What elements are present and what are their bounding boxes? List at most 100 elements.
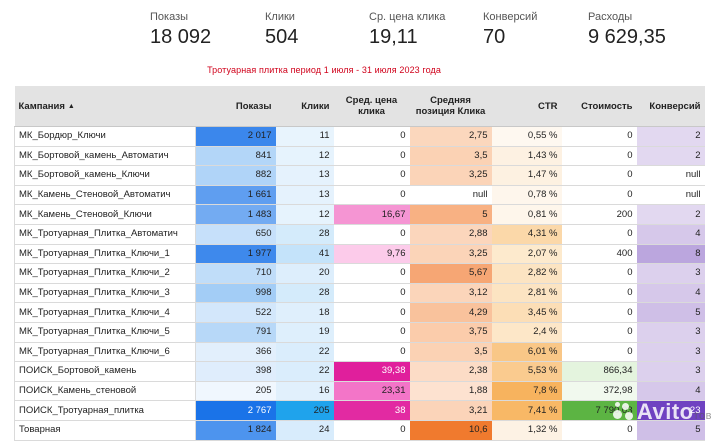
table-row[interactable]: МК_Тротуарная_Плитка_Ключи_3 998 28 0 3,12 2,… bbox=[14, 283, 705, 304]
cell-conversions: 2 bbox=[636, 204, 705, 225]
cell-clicks: 28 bbox=[275, 283, 334, 304]
header-campaign[interactable]: Кампания ▲ bbox=[14, 86, 196, 127]
header-shows[interactable]: Показы bbox=[195, 86, 276, 127]
cell-avg-position: 2,88 bbox=[409, 224, 492, 245]
cell-clicks: 28 bbox=[275, 224, 334, 245]
cell-campaign: МК_Бордюр_Ключи bbox=[14, 126, 196, 147]
cell-campaign: Товарная bbox=[14, 420, 196, 441]
header-conversions[interactable]: Конверсий bbox=[636, 86, 705, 127]
cell-shows: 791 bbox=[195, 322, 276, 343]
cell-campaign: МК_Тротуарная_Плитка_Автоматич bbox=[14, 224, 196, 245]
cell-campaign: МК_Тротуарная_Плитка_Ключи_6 bbox=[14, 342, 196, 363]
table-row[interactable]: МК_Бортовой_камень_Автоматич 841 12 0 3,5 1,4… bbox=[14, 146, 705, 167]
table-row[interactable]: МК_Тротуарная_Плитка_Ключи_4 522 18 0 4,29 3,… bbox=[14, 302, 705, 323]
table-row[interactable]: ПОИСК_Бортовой_камень 398 22 39,38 2,38 5,53 … bbox=[14, 361, 705, 382]
cell-conversions: 8 bbox=[636, 244, 705, 265]
cell-avg-position: 2,38 bbox=[409, 361, 492, 382]
cell-ctr: 5,53 % bbox=[491, 361, 562, 382]
cell-avg-position: null bbox=[409, 185, 492, 206]
cell-avg-price: 0 bbox=[333, 322, 410, 343]
table-row[interactable]: МК_Камень_Стеновой_Автоматич 1 661 13 0 null… bbox=[14, 185, 705, 206]
cell-campaign: ПОИСК_Тротуарная_плитка bbox=[14, 400, 196, 421]
cell-ctr: 7,8 % bbox=[491, 381, 562, 402]
table-row[interactable]: МК_Тротуарная_Плитка_Ключи_6 366 22 0 3,5 6,0… bbox=[14, 342, 705, 363]
cell-clicks: 13 bbox=[275, 165, 334, 186]
cell-conversions: 3 bbox=[636, 263, 705, 284]
kpi-avg-price-value: 19,11 bbox=[369, 26, 418, 48]
table-row[interactable]: МК_Бортовой_камень_Ключи 882 13 0 3,25 1,47 %… bbox=[14, 165, 705, 186]
cell-shows: 1 483 bbox=[195, 204, 276, 225]
cell-clicks: 12 bbox=[275, 146, 334, 167]
cell-ctr: 1,47 % bbox=[491, 165, 562, 186]
cell-cost: 866,34 bbox=[561, 361, 637, 382]
cell-ctr: 0,81 % bbox=[491, 204, 562, 225]
cell-ctr: 2,82 % bbox=[491, 263, 562, 284]
cell-campaign: МК_Тротуарная_Плитка_Ключи_1 bbox=[14, 244, 196, 265]
cell-ctr: 2,07 % bbox=[491, 244, 562, 265]
cell-clicks: 13 bbox=[275, 185, 334, 206]
table-row[interactable]: МК_Тротуарная_Плитка_Ключи_2 710 20 0 5,67 2,… bbox=[14, 263, 705, 284]
header-avg-price[interactable]: Сред. цена клика bbox=[333, 86, 410, 127]
cell-campaign: МК_Тротуарная_Плитка_Ключи_4 bbox=[14, 302, 196, 323]
cell-conversions: 4 bbox=[636, 381, 705, 402]
kpi-clicks-value: 504 bbox=[265, 26, 299, 48]
cell-campaign: МК_Тротуарная_Плитка_Ключи_2 bbox=[14, 263, 196, 284]
cell-ctr: 1,32 % bbox=[491, 420, 562, 441]
cell-shows: 205 bbox=[195, 381, 276, 402]
header-cost[interactable]: Стоимость bbox=[561, 86, 637, 127]
kpi-shows-label: Показы bbox=[150, 11, 189, 23]
cell-ctr: 7,41 % bbox=[491, 400, 562, 421]
cell-shows: 2 017 bbox=[195, 126, 276, 147]
cell-shows: 522 bbox=[195, 302, 276, 323]
table-row[interactable]: МК_Бордюр_Ключи 2 017 11 0 2,75 0,55 % 0 2 bbox=[14, 126, 705, 147]
cell-cost: 0 bbox=[561, 146, 637, 167]
cell-shows: 650 bbox=[195, 224, 276, 245]
table-row[interactable]: ПОИСК_Камень_стеновой 205 16 23,31 1,88 7,8 %… bbox=[14, 381, 705, 402]
cell-ctr: 0,55 % bbox=[491, 126, 562, 147]
header-avg-position[interactable]: Средняя позиция Клика bbox=[409, 86, 492, 127]
cell-avg-price: 0 bbox=[333, 342, 410, 363]
cell-avg-price: 9,76 bbox=[333, 244, 410, 265]
table-row[interactable]: ПОИСК_Тротуарная_плитка 2 767 205 38 3,21 7,4… bbox=[14, 400, 705, 421]
header-ctr[interactable]: CTR bbox=[491, 86, 562, 127]
kpi-conversions-value: 70 bbox=[483, 26, 506, 48]
kpi-expenses-label: Расходы bbox=[588, 11, 633, 23]
cell-shows: 841 bbox=[195, 146, 276, 167]
cell-avg-price: 0 bbox=[333, 302, 410, 323]
cell-avg-position: 5 bbox=[409, 204, 492, 225]
cell-conversions: 23 bbox=[636, 400, 705, 421]
cell-avg-price: 0 bbox=[333, 185, 410, 206]
table-row[interactable]: МК_Тротуарная_Плитка_Ключи_5 791 19 0 3,75 2,… bbox=[14, 322, 705, 343]
kpi-shows: Показы 18 092 bbox=[150, 10, 211, 49]
cell-cost: 372,98 bbox=[561, 381, 637, 402]
table-row[interactable]: Товарная 1 824 24 0 10,6 1,32 % 0 5 bbox=[14, 420, 705, 441]
kpi-shows-value: 18 092 bbox=[150, 26, 212, 48]
cell-avg-price: 39,38 bbox=[333, 361, 410, 382]
cell-ctr: 3,45 % bbox=[491, 302, 562, 323]
table-row[interactable]: МК_Тротуарная_Плитка_Автоматич 650 28 0 2,88… bbox=[14, 224, 705, 245]
cell-cost: 0 bbox=[561, 420, 637, 441]
kpi-avg-price: Ср. цена клика 19,11 bbox=[369, 10, 445, 49]
cell-clicks: 20 bbox=[275, 263, 334, 284]
cell-ctr: 2,4 % bbox=[491, 322, 562, 343]
cell-cost: 0 bbox=[561, 126, 637, 147]
cell-campaign: МК_Тротуарная_Плитка_Ключи_3 bbox=[14, 283, 196, 304]
cell-clicks: 22 bbox=[275, 361, 334, 382]
report-title: Тротуарная плитка период 1 июля - 31 июл… bbox=[207, 65, 441, 75]
cell-shows: 2 767 bbox=[195, 400, 276, 421]
cell-shows: 1 661 bbox=[195, 185, 276, 206]
watermark-suffix: тов bbox=[693, 410, 712, 422]
table-row[interactable]: МК_Тротуарная_Плитка_Ключи_1 1 977 41 9,76 3… bbox=[14, 244, 705, 265]
cell-ctr: 1,43 % bbox=[491, 146, 562, 167]
cell-avg-price: 23,31 bbox=[333, 381, 410, 402]
cell-shows: 366 bbox=[195, 342, 276, 363]
cell-avg-price: 0 bbox=[333, 283, 410, 304]
table-row[interactable]: МК_Камень_Стеновой_Ключи 1 483 12 16,67 5 0,8… bbox=[14, 204, 705, 225]
cell-cost: 0 bbox=[561, 302, 637, 323]
table-body: МК_Бордюр_Ключи 2 017 11 0 2,75 0,55 % 0 2 МК_Бо… bbox=[14, 126, 705, 441]
cell-avg-price: 0 bbox=[333, 146, 410, 167]
cell-campaign: МК_Бортовой_камень_Автоматич bbox=[14, 146, 196, 167]
cell-conversions: 2 bbox=[636, 146, 705, 167]
header-clicks[interactable]: Клики bbox=[275, 86, 334, 127]
cell-cost: 0 bbox=[561, 165, 637, 186]
